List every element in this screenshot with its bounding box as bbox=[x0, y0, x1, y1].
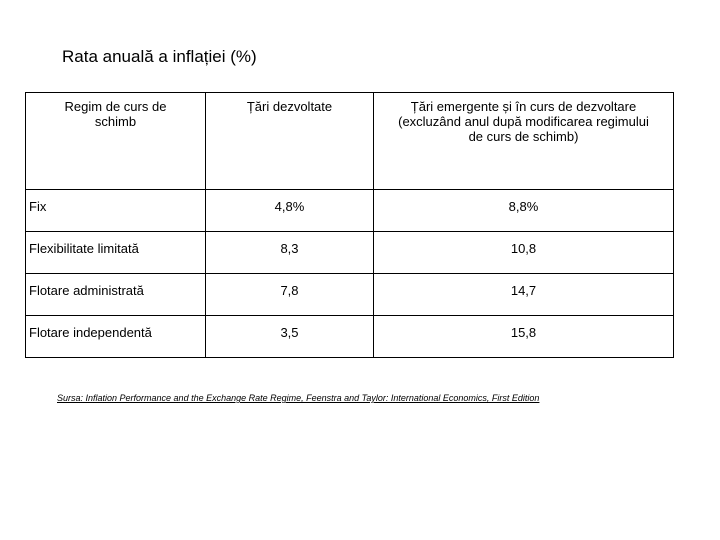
value-cell: 3,5 bbox=[205, 315, 374, 358]
inflation-table: Regim de curs de schimb Țări dezvoltate … bbox=[25, 92, 674, 358]
regime-cell: Flexibilitate limitată bbox=[25, 231, 206, 274]
regime-cell: Flotare independentă bbox=[25, 315, 206, 358]
value-cell: 14,7 bbox=[373, 273, 674, 316]
title: Rata anuală a inflației (%) bbox=[62, 47, 257, 66]
regime-cell: Flotare administrată bbox=[25, 273, 206, 316]
table-row: Flexibilitate limitată 8,3 10,8 bbox=[25, 231, 674, 274]
value-cell: 15,8 bbox=[373, 315, 674, 358]
header-row: Regim de curs de schimb Țări dezvoltate … bbox=[25, 92, 674, 190]
source-note: Sursa: Inflation Performance and the Exc… bbox=[57, 393, 540, 403]
header-cell: Țări emergente și în curs de dezvoltare … bbox=[373, 92, 674, 190]
header-text: Regim de curs de schimb bbox=[64, 99, 167, 129]
value-cell: 10,8 bbox=[373, 231, 674, 274]
header-text: Țări dezvoltate bbox=[246, 99, 333, 114]
table-row: Flotare administrată 7,8 14,7 bbox=[25, 273, 674, 316]
value-cell: 7,8 bbox=[205, 273, 374, 316]
header-text: Țări emergente și în curs de dezvoltare … bbox=[398, 99, 649, 144]
value-cell: 8,8% bbox=[373, 189, 674, 232]
table-row: Fix 4,8% 8,8% bbox=[25, 189, 674, 232]
header-cell: Regim de curs de schimb bbox=[25, 92, 206, 190]
value-cell: 4,8% bbox=[205, 189, 374, 232]
value-cell: 8,3 bbox=[205, 231, 374, 274]
regime-cell: Fix bbox=[25, 189, 206, 232]
table-row: Flotare independentă 3,5 15,8 bbox=[25, 315, 674, 358]
header-cell: Țări dezvoltate bbox=[205, 92, 374, 190]
